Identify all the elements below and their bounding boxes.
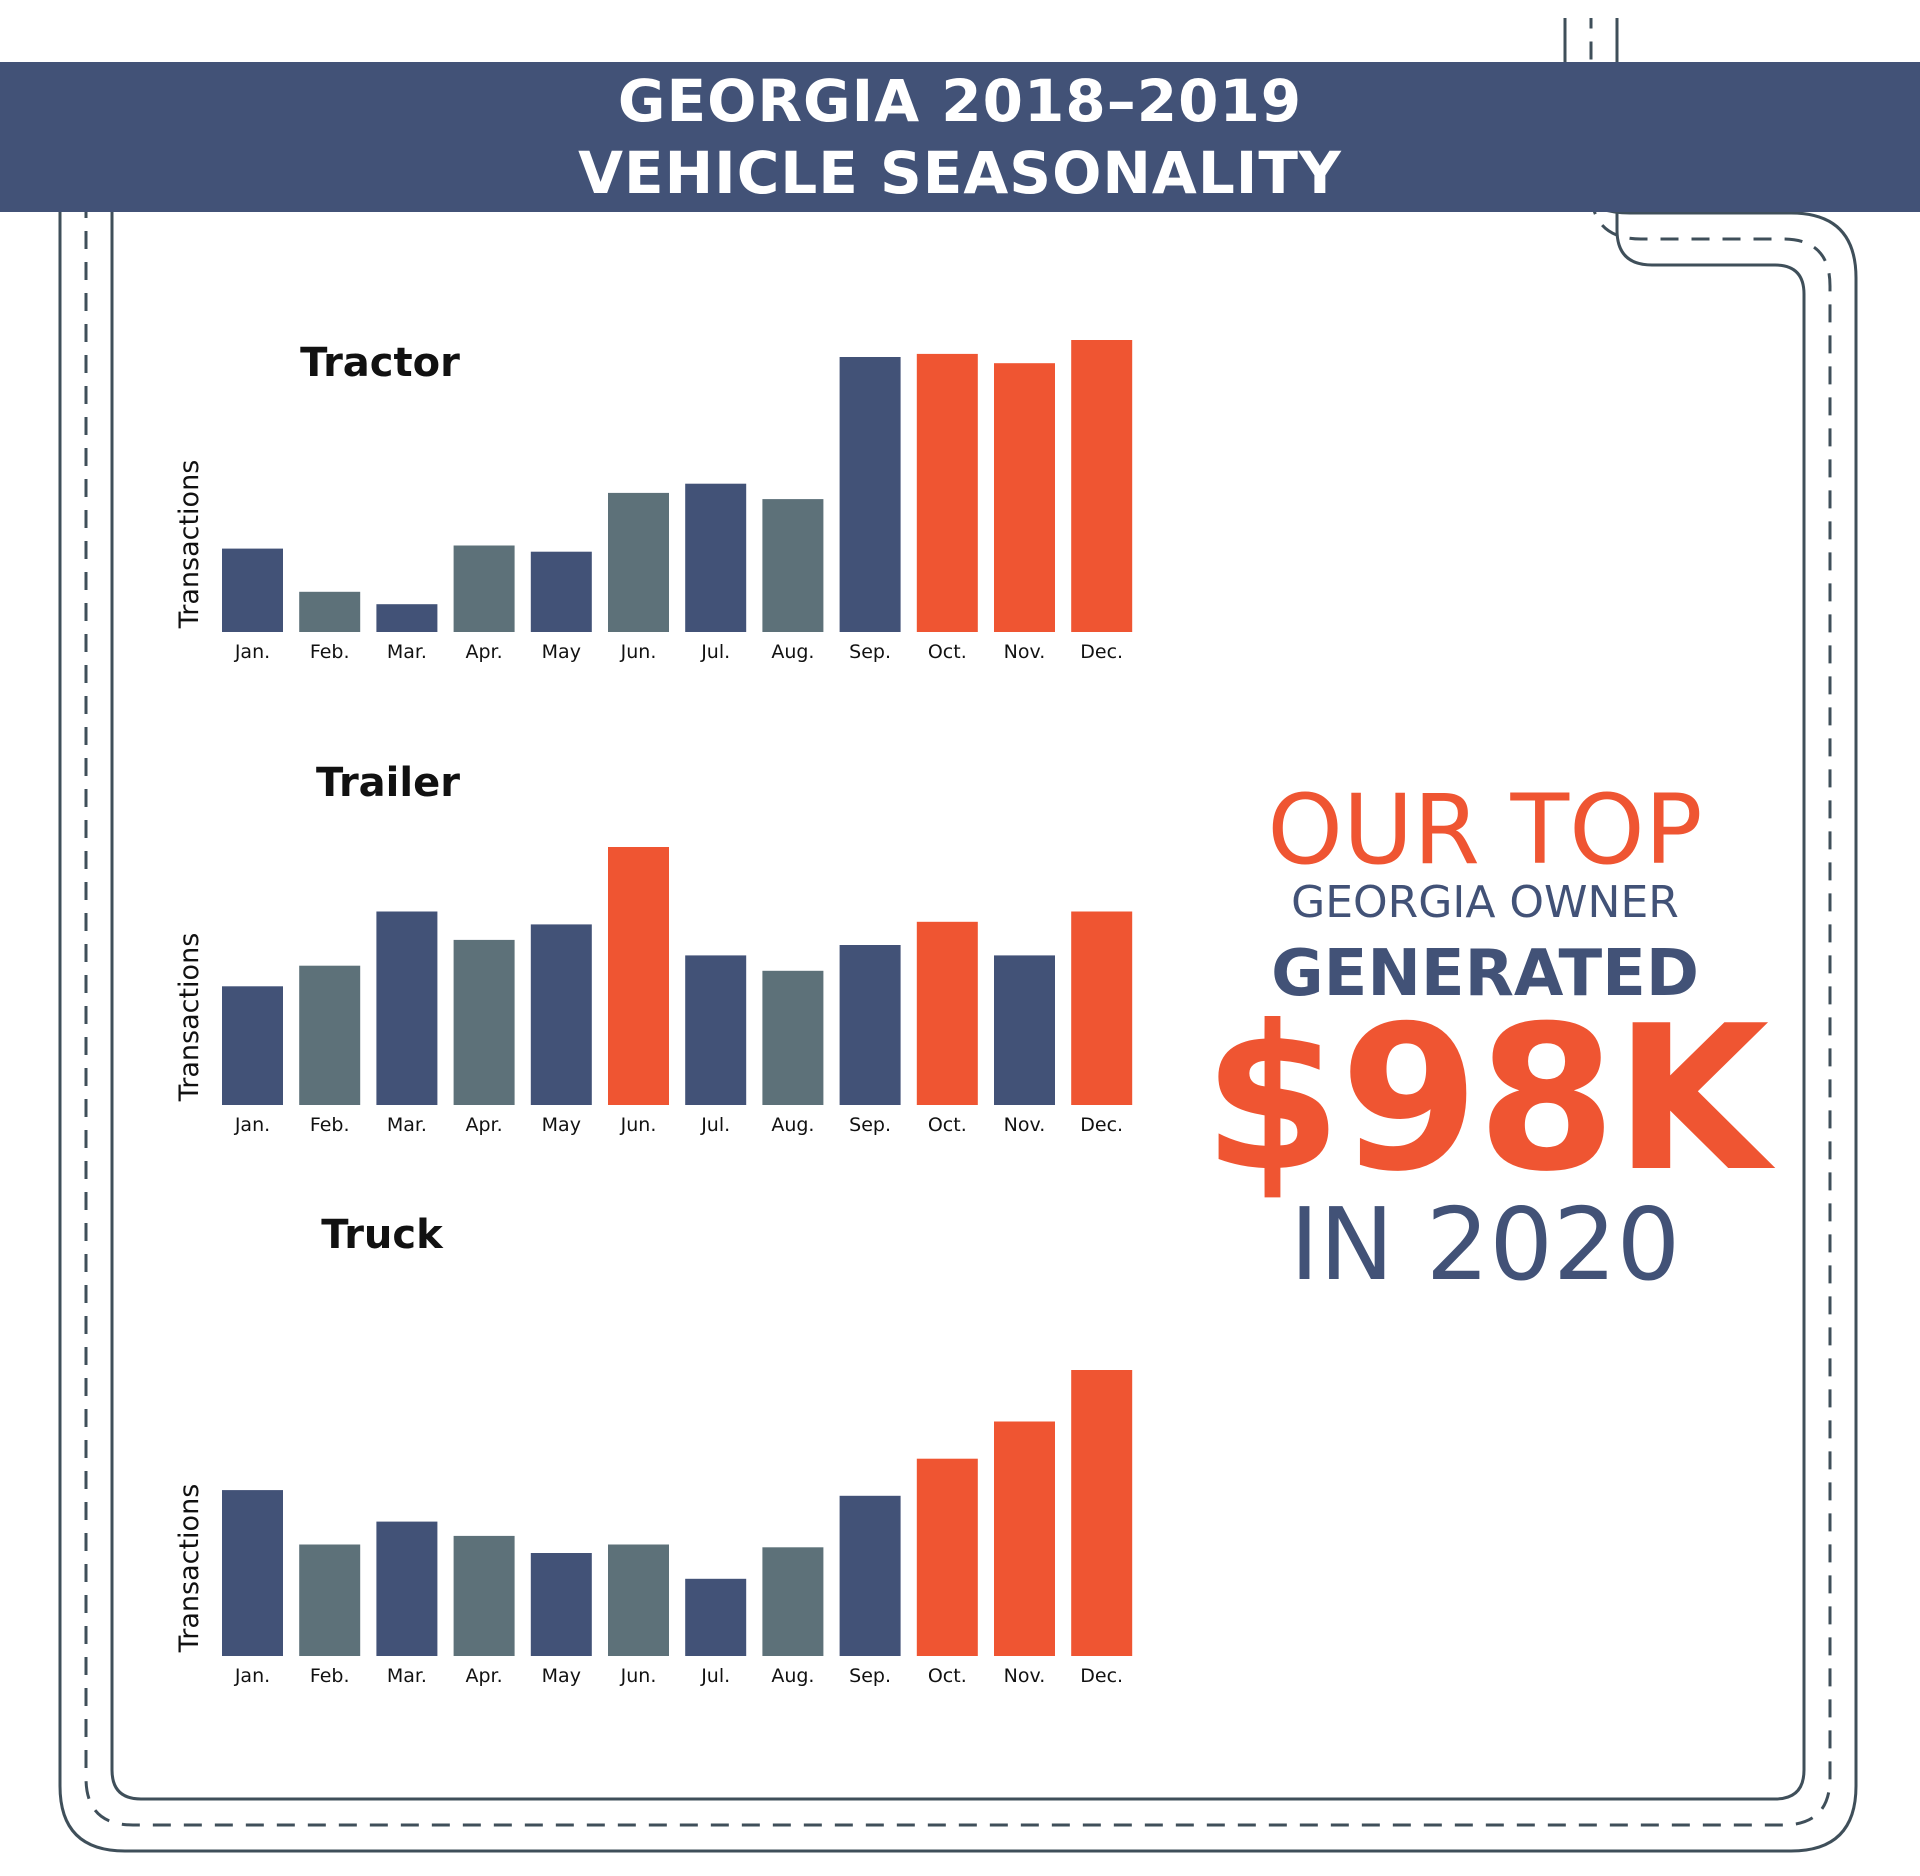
header-banner [0,62,1920,212]
truck-tick-label: Nov. [1004,1665,1046,1687]
tractor-bar-aug [762,499,824,632]
road-center-dashes [84,18,1832,1827]
trailer-tick-label: Feb. [310,1114,350,1136]
trailer-tick-label: Jul. [700,1114,730,1136]
tractor-chart-title: Tractor [300,340,460,386]
trailer-tick-label: Jan. [234,1114,270,1136]
truck-tick-label: Jul. [700,1665,730,1687]
tractor-bar-dec [1071,340,1133,632]
trailer-bar-may [530,924,592,1105]
trailer-bar-jul [685,955,747,1105]
trailer-bar-nov [994,955,1055,1105]
trailer-bar-apr [453,939,515,1105]
trailer-bar-feb [299,965,361,1105]
truck-tick-label: Jun. [620,1665,657,1687]
truck-bar-dec [1071,1370,1133,1656]
truck-tick-label: Feb. [310,1665,350,1687]
tractor-tick-label: Oct. [928,641,967,663]
trailer-y-axis-label: Transactions [174,933,205,1103]
promo-generated: GENERATED [1271,937,1699,1011]
tractor-tick-label: Sep. [849,641,891,663]
tractor-tick-label: Apr. [466,641,503,663]
tractor-bar-jan [222,548,283,632]
header-title-line1: GEORGIA 2018–2019 [617,67,1303,135]
truck-tick-label: Jan. [234,1665,270,1687]
truck-chart-title: Truck [321,1214,444,1258]
tractor-chart: Tractor Transactions Jan. Feb. Mar. Apr. May Ju… [174,340,1133,663]
tractor-bar-feb [299,591,361,632]
trailer-tick-label: Oct. [928,1114,967,1136]
tractor-bar-nov [994,363,1055,632]
trailer-tick-label: May [542,1114,581,1136]
tractor-tick-label: Jan. [234,641,270,663]
trailer-tick-label: Sep. [849,1114,891,1136]
tractor-tick-label: Aug. [771,641,814,663]
trailer-tick-label: Mar. [387,1114,427,1136]
tractor-bar-jun [608,492,669,632]
trailer-tick-label: Dec. [1080,1114,1123,1136]
tractor-bar-apr [453,545,515,632]
truck-bar-sep [839,1495,901,1656]
truck-bar-jan [222,1490,283,1656]
tractor-tick-label: Nov. [1004,641,1046,663]
trailer-bar-aug [762,970,824,1105]
tractor-bar-may [530,551,592,632]
trailer-tick-label: Jun. [620,1114,657,1136]
tractor-tick-label: Jun. [620,641,657,663]
truck-bar-jul [685,1578,747,1656]
trailer-chart: Trailer Transactions Jan. Feb. Mar. Apr. May Ju… [174,760,1133,1136]
tractor-bar-mar [376,604,438,632]
trailer-tick-label: Aug. [771,1114,814,1136]
truck-bar-feb [299,1544,361,1656]
tractor-tick-label: May [542,641,581,663]
trailer-bar-jun [608,847,669,1105]
truck-tick-label: Aug. [771,1665,814,1687]
truck-tick-label: Oct. [928,1665,967,1687]
tractor-bar-jul [685,483,747,632]
trailer-tick-label: Apr. [466,1114,503,1136]
truck-tick-label: Mar. [387,1665,427,1687]
trailer-bar-dec [1071,911,1133,1105]
truck-bar-apr [453,1535,515,1656]
road-inner-edge [110,18,1806,1801]
truck-bar-jun [608,1544,669,1656]
tractor-tick-label: Dec. [1080,641,1123,663]
truck-bar-oct [916,1458,978,1656]
tractor-tick-label: Mar. [387,641,427,663]
truck-y-axis-label: Transactions [174,1484,205,1654]
tractor-bar-oct [916,353,978,632]
truck-bar-mar [376,1521,438,1656]
trailer-chart-title: Trailer [316,760,460,806]
truck-tick-label: Dec. [1080,1665,1123,1687]
truck-bar-may [530,1553,592,1656]
trailer-bar-jan [222,986,283,1105]
trailer-tick-label: Nov. [1004,1114,1046,1136]
tractor-y-axis-label: Transactions [174,460,205,630]
truck-tick-label: Sep. [849,1665,891,1687]
promo-amount: $98K [1202,983,1769,1216]
tractor-tick-label: Jul. [700,641,730,663]
promo-georgia-owner: GEORGIA OWNER [1291,877,1679,928]
trailer-bar-oct [916,921,978,1105]
tractor-tick-label: Feb. [310,641,350,663]
promo-our-top: OUR TOP [1267,774,1703,886]
promo-year: IN 2020 [1289,1186,1681,1303]
truck-bar-aug [762,1547,824,1656]
truck-tick-label: May [542,1665,581,1687]
truck-tick-label: Apr. [466,1665,503,1687]
truck-bar-nov [994,1421,1055,1656]
trailer-bar-mar [376,911,438,1105]
header-title-line2: VEHICLE SEASONALITY [578,139,1342,207]
tractor-bar-sep [839,357,901,632]
trailer-bar-sep [839,945,901,1105]
truck-chart: Truck Transactions Jan. Feb. Mar. Apr. May Jun.… [174,1214,1133,1687]
header-title: GEORGIA 2018–2019 VEHICLE SEASONALITY [0,62,1920,212]
